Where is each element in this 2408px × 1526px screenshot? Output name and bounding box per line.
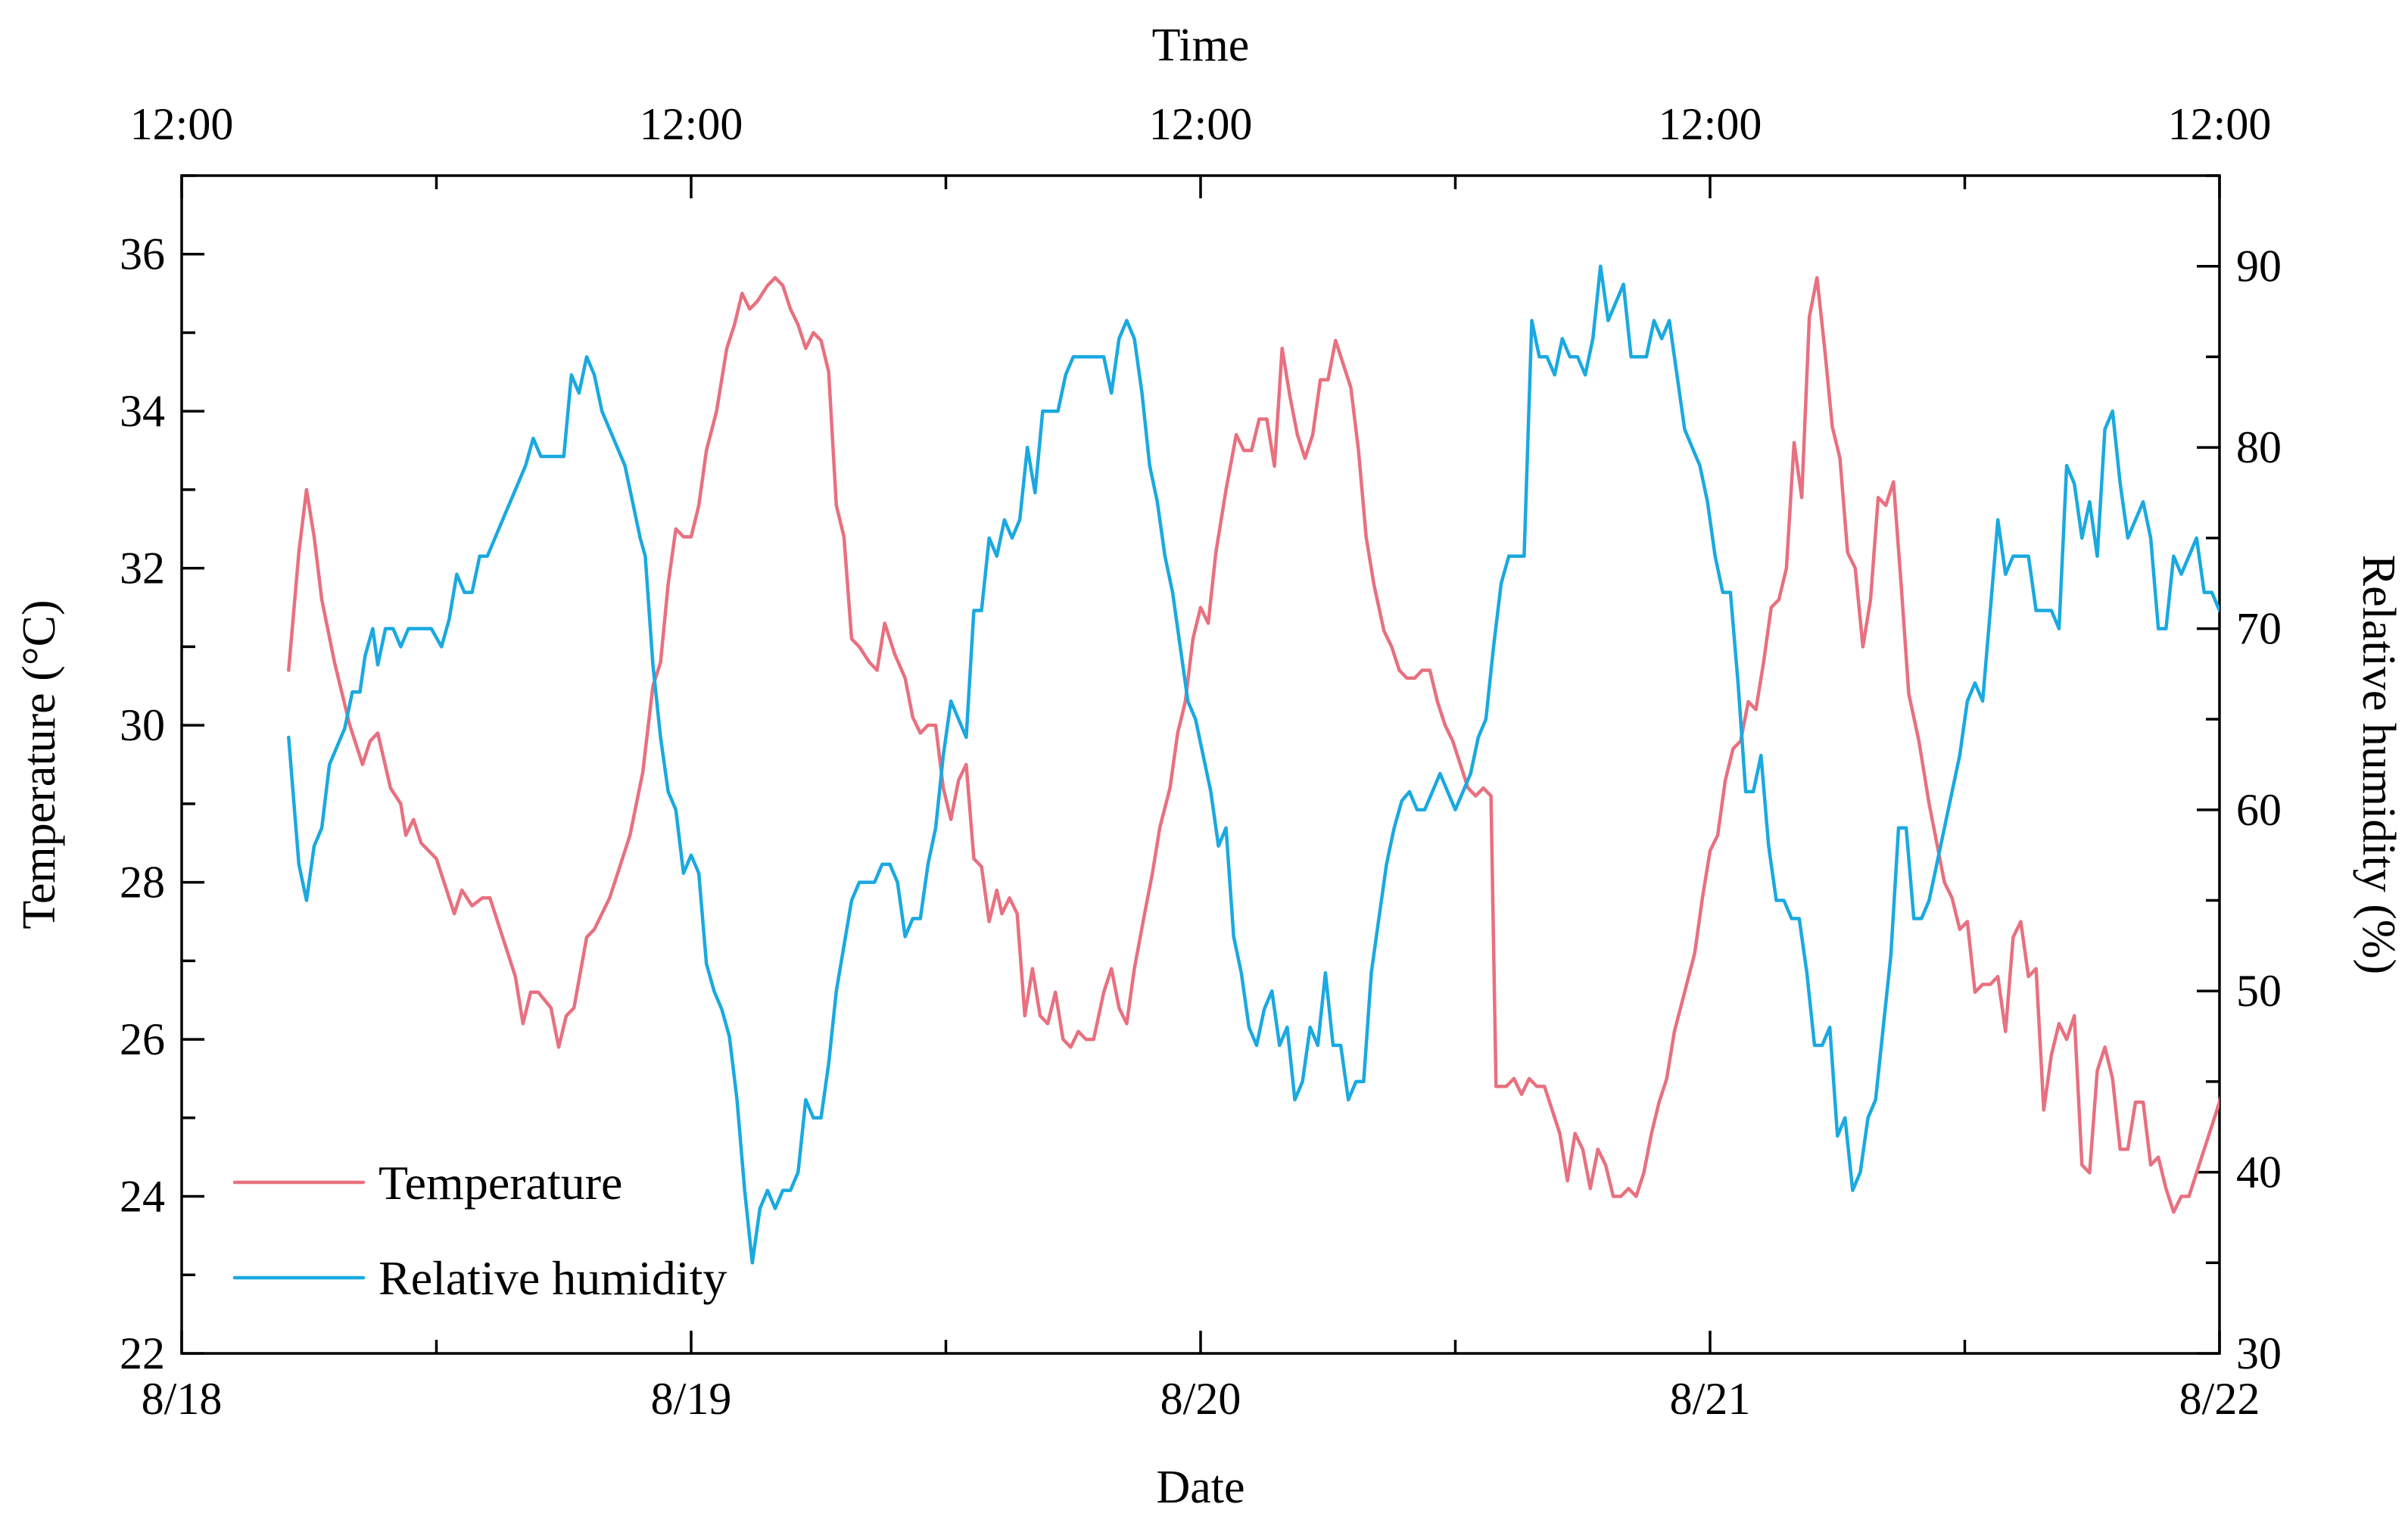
x-tick-label: 8/22 <box>2179 1374 2260 1424</box>
y-tick-label: 30 <box>120 700 165 750</box>
legend: Temperature Relative humidity <box>232 1156 727 1305</box>
x-axis-top: 12:00 12:00 12:00 12:00 12:00 <box>130 99 2272 198</box>
x-top-tick-label: 12:00 <box>1659 99 1762 149</box>
y2-tick-label: 40 <box>2236 1148 2282 1197</box>
x-tick-label: 8/21 <box>1670 1374 1751 1424</box>
x-top-tick-label: 12:00 <box>2168 99 2272 149</box>
series-group <box>287 264 2220 1265</box>
temperature-line <box>287 276 2220 1214</box>
humidity-line <box>287 264 2220 1265</box>
y-tick-label: 28 <box>120 858 165 908</box>
y2-tick-label: 80 <box>2236 422 2282 472</box>
y-tick-label: 26 <box>120 1014 165 1064</box>
x-tick-label: 8/18 <box>142 1374 223 1424</box>
y2-tick-label: 30 <box>2236 1328 2282 1378</box>
x-top-tick-label: 12:00 <box>130 99 234 149</box>
y2-tick-label: 70 <box>2236 603 2282 653</box>
x-axis-title: Date <box>1156 1462 1244 1513</box>
y-axis-left: 22 24 26 28 30 32 34 36 <box>120 174 204 1378</box>
y-axis-title: Temperature (°C) <box>14 600 65 929</box>
x-tick-label: 8/20 <box>1160 1374 1241 1424</box>
y-tick-label: 34 <box>120 386 165 436</box>
legend-label-temperature: Temperature <box>378 1156 622 1210</box>
y2-axis-title: Relative humidity (%) <box>2353 555 2404 974</box>
x-top-tick-label: 12:00 <box>1149 99 1253 149</box>
y-tick-label: 24 <box>120 1172 165 1222</box>
y2-tick-label: 90 <box>2236 241 2282 291</box>
y-tick-label: 32 <box>120 543 165 593</box>
y-tick-label: 22 <box>120 1328 165 1378</box>
y2-tick-label: 50 <box>2236 966 2282 1016</box>
y-tick-label: 36 <box>120 229 165 279</box>
x-top-tick-label: 12:00 <box>640 99 743 149</box>
legend-label-humidity: Relative humidity <box>378 1251 727 1305</box>
x-axis-bottom: 8/18 8/19 8/20 8/21 8/22 <box>142 1331 2260 1424</box>
y-axis-right: 30 40 50 60 70 80 90 <box>2197 174 2282 1378</box>
x-tick-label: 8/19 <box>651 1374 732 1424</box>
x-top-axis-title: Time <box>1152 20 1250 71</box>
y2-tick-label: 60 <box>2236 785 2282 835</box>
